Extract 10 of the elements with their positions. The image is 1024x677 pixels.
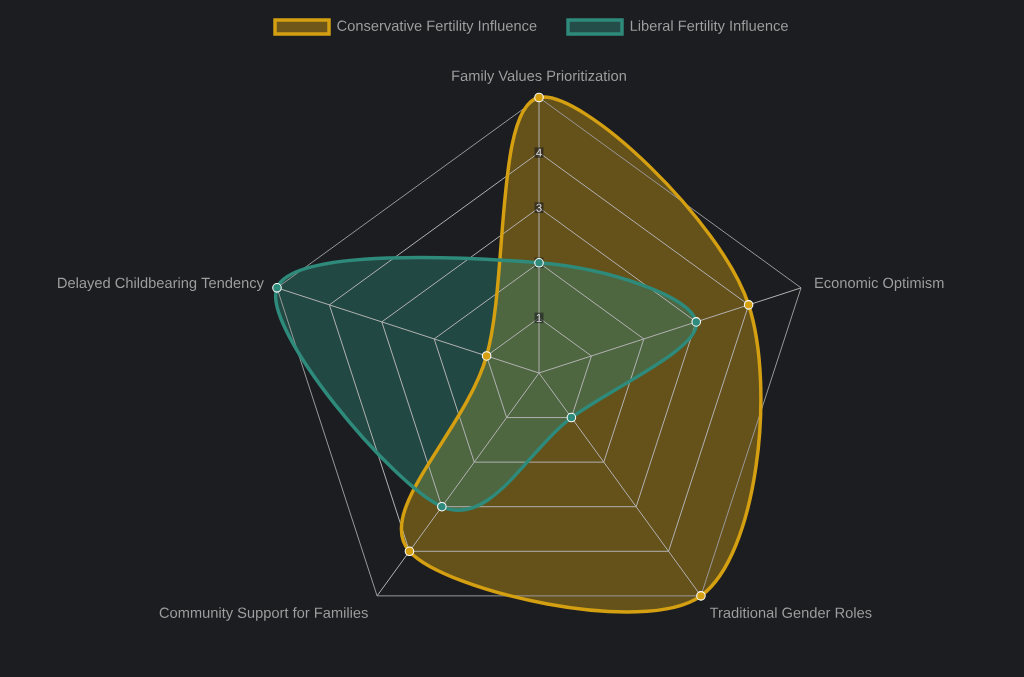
legend-label: Liberal Fertility Influence — [630, 20, 788, 34]
y-tick-label: 3 — [536, 203, 542, 212]
spoke-label: Community Support for Families — [159, 607, 368, 621]
spoke-label: Traditional Gender Roles — [709, 607, 872, 618]
spoke-label: Economic Optimism — [815, 277, 944, 291]
legend-label: Conservative Fertility Influence — [337, 20, 537, 34]
spoke-label: Delayed Childbearing Tendency — [58, 277, 264, 291]
spoke-label: Family Values Prioritization — [452, 70, 626, 84]
y-tick-label: 1 — [536, 313, 542, 322]
y-tick-label: 4 — [536, 148, 542, 157]
